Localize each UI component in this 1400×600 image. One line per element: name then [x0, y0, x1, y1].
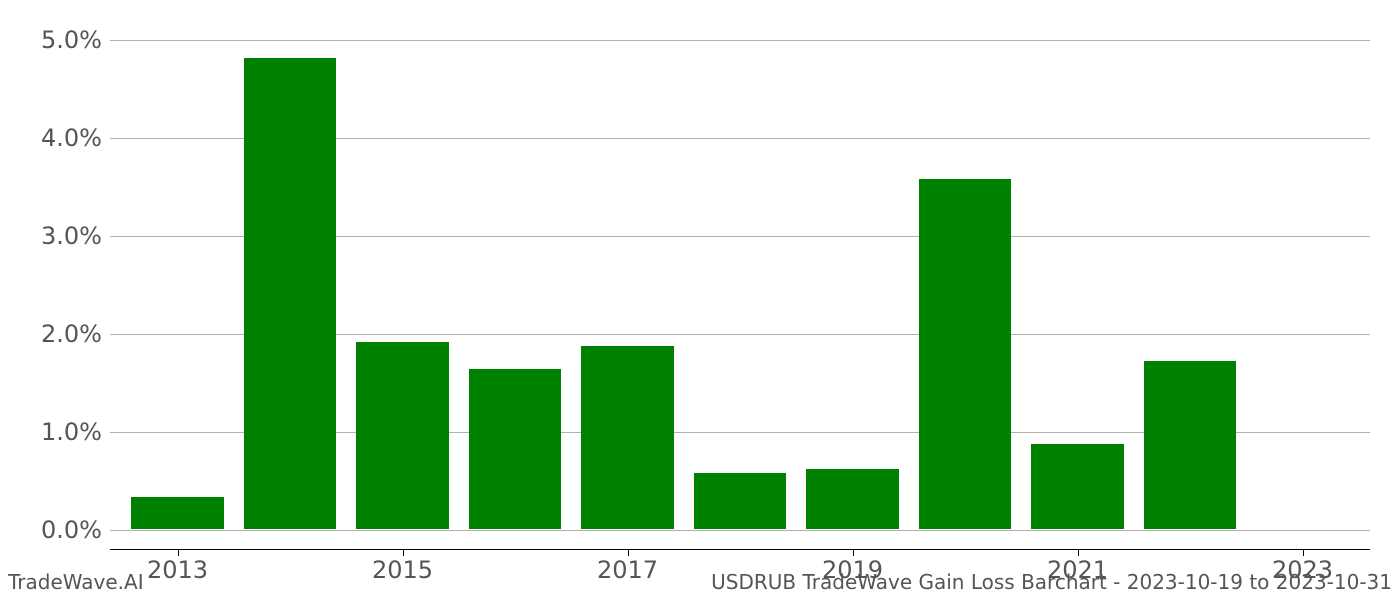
footer-right-text: USDRUB TradeWave Gain Loss Barchart - 20…: [711, 570, 1392, 594]
x-tick-label: 2017: [597, 556, 658, 584]
bar: [919, 179, 1011, 529]
y-tick-label: 2.0%: [2, 320, 102, 348]
bar: [131, 497, 223, 529]
chart-area: 0.0%1.0%2.0%3.0%4.0%5.0%2013201520172019…: [110, 30, 1370, 550]
y-tick-label: 1.0%: [2, 418, 102, 446]
gridline: [110, 40, 1370, 41]
bar: [469, 369, 561, 529]
x-tick-label: 2015: [372, 556, 433, 584]
bar: [1144, 361, 1236, 530]
y-tick-label: 0.0%: [2, 516, 102, 544]
bar: [581, 346, 673, 529]
bar: [356, 342, 448, 529]
y-tick-label: 3.0%: [2, 222, 102, 250]
x-tick-label: 2013: [147, 556, 208, 584]
footer-left-text: TradeWave.AI: [8, 570, 144, 594]
bar: [694, 473, 786, 530]
plot-area: 0.0%1.0%2.0%3.0%4.0%5.0%2013201520172019…: [110, 30, 1370, 550]
gridline: [110, 530, 1370, 531]
y-tick-label: 4.0%: [2, 124, 102, 152]
y-tick-label: 5.0%: [2, 26, 102, 54]
bar: [244, 58, 336, 529]
bar: [806, 469, 898, 530]
bar: [1031, 444, 1123, 529]
